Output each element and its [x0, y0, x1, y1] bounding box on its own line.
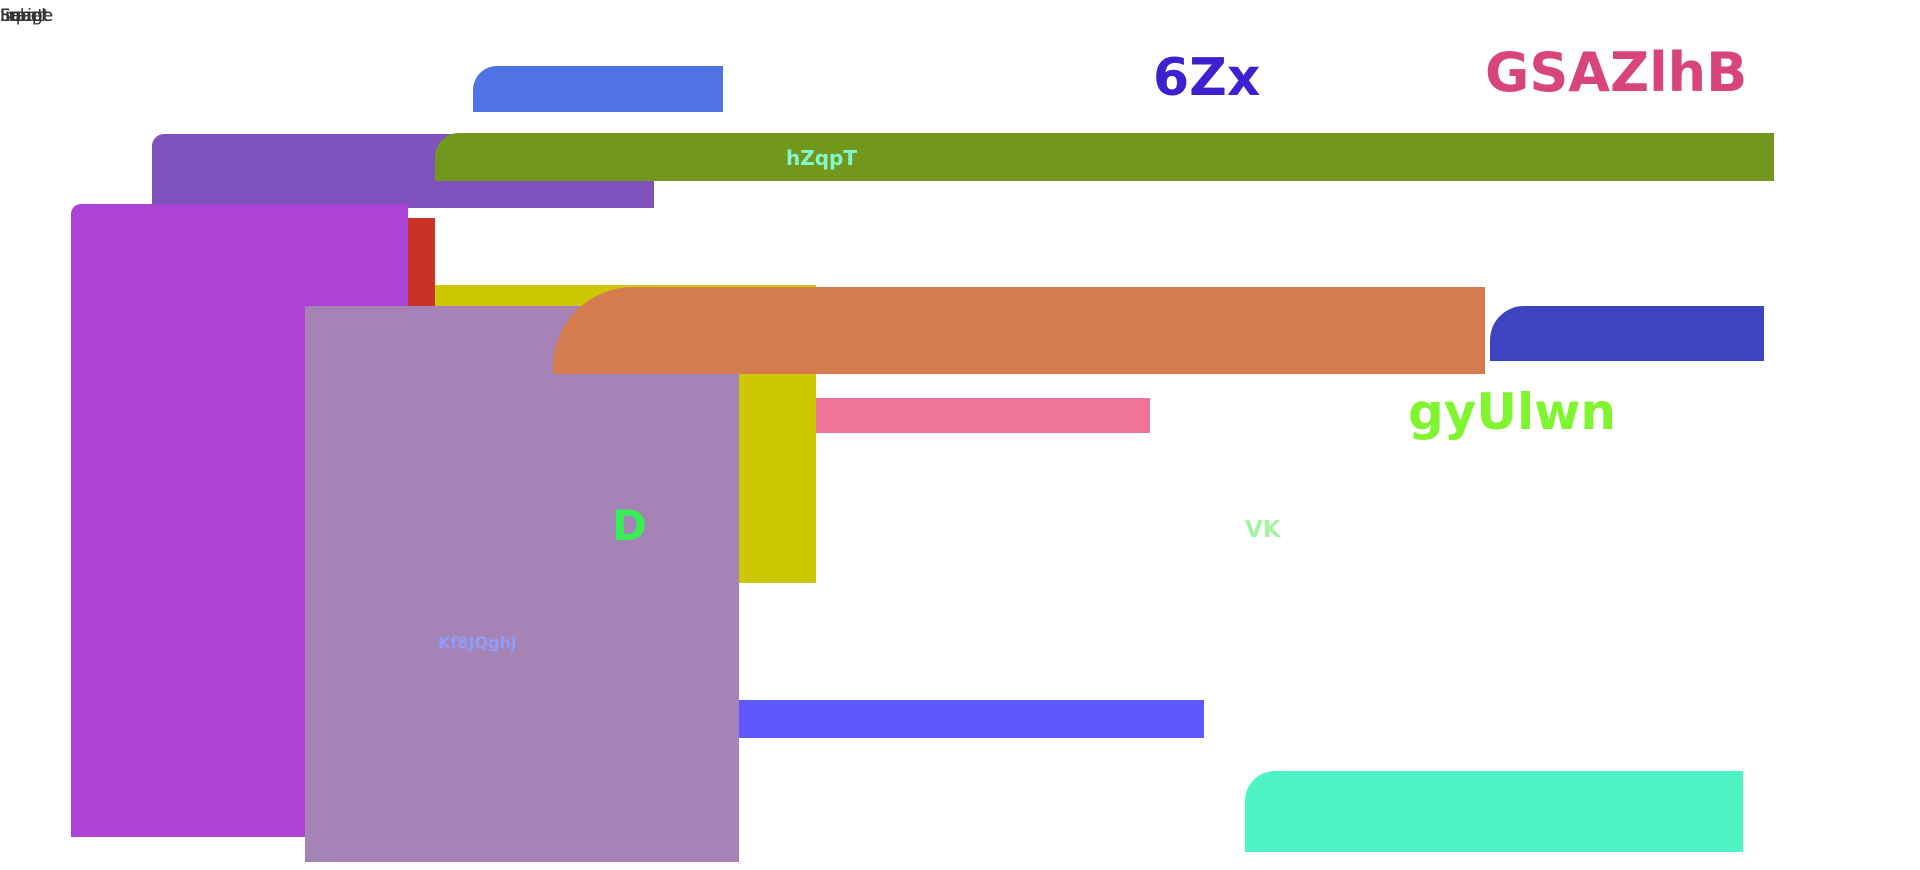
- mauve-panel: [305, 306, 739, 862]
- text-kf8jqghj: Kf8JQghj: [438, 633, 517, 652]
- text-6zx: 6Zx: [1153, 48, 1261, 108]
- text-d: D: [612, 501, 647, 550]
- overlapped-label-1: Script: [0, 6, 50, 26]
- text-gyulwn: gyUlwn: [1408, 383, 1616, 441]
- text-vk: VK: [1245, 517, 1281, 543]
- overlapped-label-3: Frame: [0, 6, 53, 26]
- pink-bar: [816, 398, 1150, 433]
- navy-pill: [1490, 306, 1764, 361]
- overlapped-label-2: Image: [0, 6, 54, 26]
- overlapped-label-5: Label: [0, 6, 46, 26]
- aqua-panel: [1245, 771, 1743, 852]
- text-gsazlhb: GSAZlhB: [1485, 41, 1748, 104]
- blue-top-tab: [473, 66, 723, 112]
- orange-bar: [553, 287, 1485, 374]
- blue-bar: [739, 700, 1204, 738]
- overlapped-label-4: Input: [0, 6, 45, 26]
- green-bar: [435, 133, 1774, 181]
- text-hzqpt: hZqpT: [786, 146, 858, 170]
